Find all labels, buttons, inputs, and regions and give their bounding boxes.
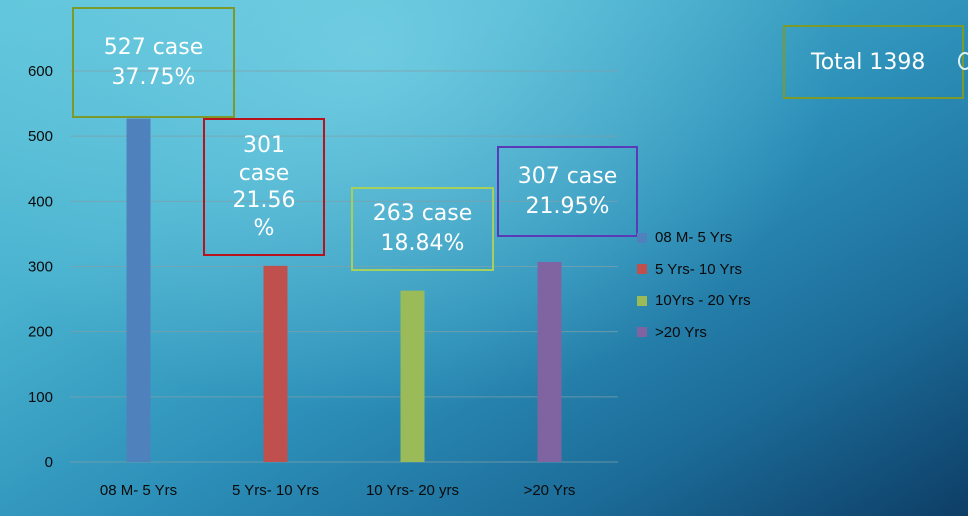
chart-legend: 08 M- 5 Yrs 5 Yrs- 10 Yrs 10Yrs - 20 Yrs… [637,222,751,348]
callout-10-20yrs: 263 case 18.84% [351,187,494,271]
x-tick-label: 10 Yrs- 20 yrs [366,482,459,499]
legend-item: >20 Yrs [637,317,751,349]
bar [126,118,151,463]
legend-item: 5 Yrs- 10 Yrs [637,254,751,286]
y-tick-label: 500 [28,128,53,145]
total-label: Total 1398 [811,49,926,75]
x-tick-label: 08 M- 5 Yrs [100,482,177,499]
callout-5-10yrs-text: 301 case 21.56 % [232,133,296,241]
y-tick-label: 400 [28,193,53,210]
x-tick-label: >20 Yrs [524,482,576,499]
callout-08m-5yrs: 527 case 37.75% [72,7,235,118]
y-tick-label: 200 [28,324,53,341]
total-box: Total 1398 [783,25,964,99]
circle-edge-icon [958,52,968,70]
legend-swatch [637,232,647,243]
legend-item: 10Yrs - 20 Yrs [637,285,751,317]
y-tick-label: 600 [28,63,53,80]
legend-swatch [637,295,647,306]
legend-label: >20 Yrs [655,323,707,341]
legend-label: 10Yrs - 20 Yrs [655,292,751,310]
y-tick-label: 100 [28,389,53,406]
bar [537,261,562,462]
callout-over-20yrs-count: 307 case [517,163,618,189]
callout-08m-5yrs-count: 527 case [103,34,204,60]
legend-label: 5 Yrs- 10 Yrs [655,260,742,278]
callout-10-20yrs-percent: 18.84% [380,231,465,256]
bar [263,265,288,462]
callout-10-20yrs-count: 263 case [372,201,473,227]
y-tick-label: 300 [28,259,53,276]
callout-08m-5yrs-percent: 37.75% [111,64,196,90]
callout-5-10yrs: 301 case 21.56 % [203,118,325,256]
legend-swatch [637,264,647,275]
callout-over-20yrs: 307 case 21.95% [497,146,638,237]
bar [400,290,425,462]
legend-item: 08 M- 5 Yrs [637,222,751,254]
y-tick-label: 0 [45,454,53,471]
legend-swatch [637,327,647,338]
legend-label: 08 M- 5 Yrs [655,229,733,247]
x-tick-label: 5 Yrs- 10 Yrs [232,482,319,499]
callout-over-20yrs-percent: 21.95% [525,193,610,219]
